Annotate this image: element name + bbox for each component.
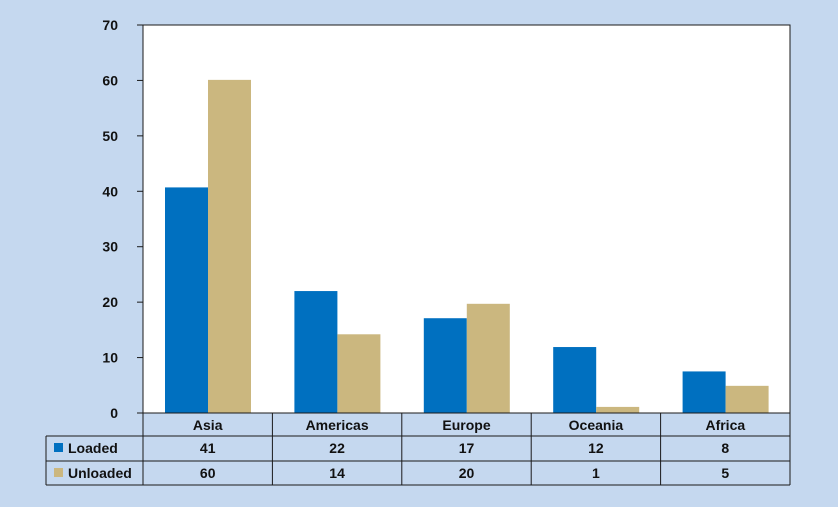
category-label-americas: Americas [306,417,369,433]
category-label-asia: Asia [193,417,223,433]
legend-swatch-unloaded [54,468,63,477]
bar-unloaded-europe [466,303,510,413]
data-label-unloaded-europe: 20 [459,465,475,481]
category-label-europe: Europe [442,417,490,433]
y-tick-label-20: 20 [102,294,118,310]
data-label-unloaded-asia: 60 [200,465,216,481]
y-tick-label-0: 0 [110,405,118,421]
y-tick-label-50: 50 [102,128,118,144]
bar-loaded-africa [682,371,726,413]
data-label-loaded-africa: 8 [721,440,729,456]
y-tick-label-40: 40 [102,183,118,199]
data-label-loaded-americas: 22 [329,440,345,456]
category-label-africa: Africa [705,417,745,433]
bar-unloaded-africa [725,385,769,413]
y-tick-label-70: 70 [102,17,118,33]
legend-label-loaded: Loaded [68,440,118,456]
bar-loaded-asia [165,187,208,413]
data-label-unloaded-oceania: 1 [592,465,600,481]
y-tick-label-10: 10 [102,350,118,366]
y-tick-label-30: 30 [102,239,118,255]
legend-label-unloaded: Unloaded [68,465,132,481]
data-label-loaded-oceania: 12 [588,440,604,456]
data-label-unloaded-americas: 14 [329,465,345,481]
bar-unloaded-americas [337,334,381,413]
data-label-unloaded-africa: 5 [721,465,729,481]
bar-loaded-oceania [553,347,597,413]
y-tick-label-60: 60 [102,72,118,88]
bar-unloaded-oceania [596,406,640,413]
bar-unloaded-asia [208,79,251,414]
bar-loaded-europe [423,318,467,413]
data-label-loaded-asia: 41 [200,440,216,456]
legend-swatch-loaded [54,443,63,452]
category-label-oceania: Oceania [569,417,624,433]
data-label-loaded-europe: 17 [459,440,475,456]
bar-loaded-americas [294,291,338,413]
